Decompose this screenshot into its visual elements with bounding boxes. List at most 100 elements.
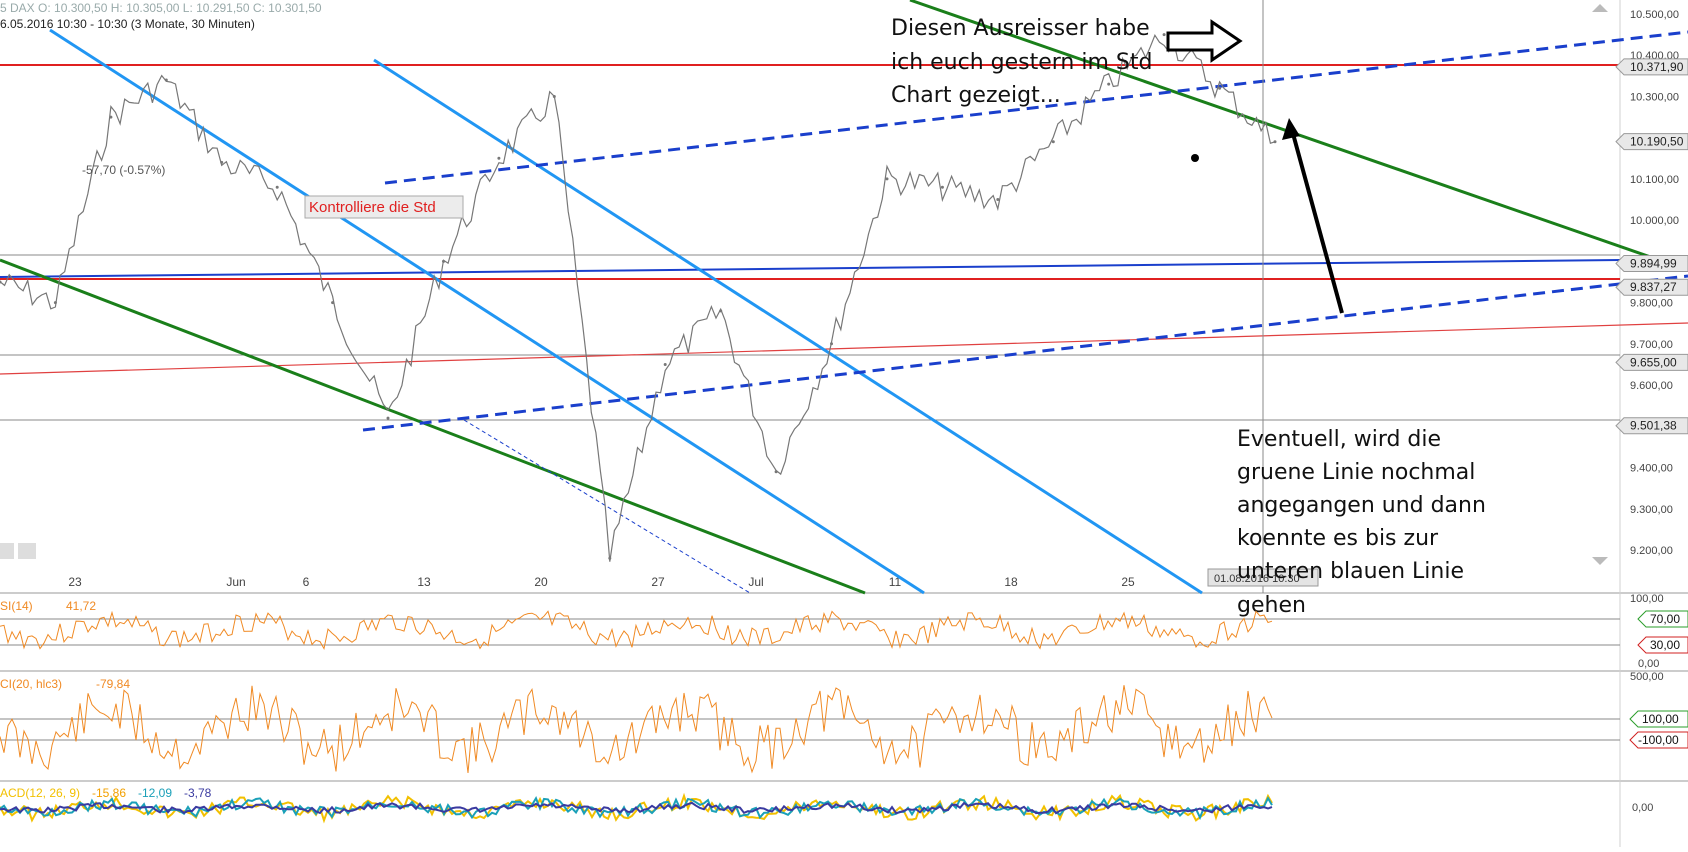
price-point: [275, 185, 279, 189]
outline-arrow-icon: [1166, 19, 1243, 63]
panel-menu-icon[interactable]: [18, 543, 36, 559]
cci-line: [0, 685, 1273, 774]
macd-value: -12,09: [138, 786, 172, 800]
macd-value: -3,78: [184, 786, 212, 800]
macd-histogram: [0, 801, 1273, 815]
dot-marker: [1191, 154, 1199, 162]
x-tick-label: 20: [534, 575, 548, 589]
macd-panel[interactable]: ACD(12, 26, 9) -15,86 -12,09 -3,78 0,00: [0, 786, 1653, 824]
cci-label: CI(20, hlc3): [0, 677, 62, 691]
annotation-line: gehen: [1237, 593, 1306, 618]
macd-line: [0, 792, 1273, 824]
level-tag-text: 9.501,38: [1630, 419, 1677, 433]
price-point: [386, 416, 390, 420]
cci-100-tag: [1629, 710, 1688, 728]
price-point: [331, 301, 335, 305]
price-point: [1162, 33, 1166, 37]
x-tick-label: 25: [1121, 575, 1135, 589]
macd-label: ACD(12, 26, 9): [0, 786, 80, 800]
x-tick-label: 27: [651, 575, 665, 589]
y-tick-label: 10.000,00: [1630, 215, 1679, 227]
price-point: [1051, 140, 1055, 144]
annotation-line: koennte es bis zur: [1237, 526, 1439, 551]
level-tag-text: 9.655,00: [1630, 355, 1677, 369]
cci-m100-text: -100,00: [1638, 733, 1679, 747]
cci-tick: 500,00: [1630, 671, 1664, 683]
main-panel[interactable]: [0, 0, 1620, 593]
trendlines: [0, 0, 1688, 595]
price-point: [996, 198, 1000, 201]
price-point: [608, 556, 612, 560]
rsi-30-tag: [1637, 636, 1688, 654]
x-tick-label: 13: [417, 575, 431, 589]
price-point: [663, 363, 667, 366]
annotation-line: gruene Linie nochmal: [1237, 460, 1475, 485]
rsi-value: 41,72: [66, 599, 96, 613]
price-point: [774, 470, 778, 474]
price-point: [442, 259, 445, 263]
level-tag: [1615, 58, 1688, 76]
level-tag: [1615, 133, 1688, 151]
level-labels: 10.371,90 10.190,50 9.894,99 9.837,27 9.655,…: [1615, 58, 1688, 435]
y-tick-label: 9.300,00: [1630, 504, 1673, 516]
rsi-panel[interactable]: SI(14) 41,72 100,00 0,00 70,00 30,00: [0, 593, 1688, 670]
level-tag-text: 10.371,90: [1630, 60, 1684, 74]
price-series-line: [0, 34, 1276, 562]
red-trendline: [0, 322, 1688, 375]
x-tick-label: 23: [68, 575, 82, 589]
price-point: [53, 301, 57, 305]
change-label: -57,70 (-0.57%): [82, 163, 165, 177]
panel-button-icon[interactable]: [0, 543, 14, 559]
rsi-label: SI(14): [0, 599, 33, 613]
level-tag: [1615, 254, 1688, 272]
kontrolliere-box: [304, 195, 464, 219]
level-tag: [1615, 353, 1688, 371]
x-tick-label: 6: [303, 575, 310, 589]
x-tick-label: Jul: [748, 575, 763, 589]
y-tick-label: 9.800,00: [1630, 298, 1673, 310]
price-point: [0, 280, 2, 284]
y-tick-label: 10.500,00: [1630, 9, 1679, 21]
blue-support-line: [0, 259, 1621, 278]
crosshair-date-text: 01.08.2016 10:30: [1214, 573, 1300, 585]
scroll-up-icon[interactable]: [1592, 4, 1608, 12]
rsi-30-text: 30,00: [1650, 638, 1680, 652]
cci-100-text: 100,00: [1642, 712, 1679, 726]
dashed-channel-upper: [384, 30, 1688, 185]
scroll-down-icon[interactable]: [1592, 557, 1608, 565]
price-point: [830, 342, 833, 346]
arrow-head-icon: [1282, 118, 1300, 140]
price-point: [220, 160, 224, 164]
level-tag-text: 9.894,99: [1630, 256, 1677, 270]
rsi-70-tag: [1637, 610, 1688, 628]
green-trendline-lower: [0, 258, 866, 595]
x-tick-label: 18: [1004, 575, 1018, 589]
y-tick-label: 10.100,00: [1630, 174, 1679, 186]
annotation-line: unteren blauen Linie: [1237, 559, 1464, 584]
level-tag: [1615, 278, 1688, 296]
x-tick-label: Jun: [226, 575, 245, 589]
rsi-tick: 0,00: [1638, 658, 1659, 670]
level-tag-text: 9.837,27: [1630, 280, 1677, 294]
price-point: [940, 185, 944, 189]
level-tag-text: 10.190,50: [1630, 135, 1684, 149]
y-tick-label: 9.400,00: [1630, 463, 1673, 475]
price-point: [164, 78, 168, 82]
kontrolliere-text: Kontrolliere die Std: [309, 199, 436, 216]
price-point: [552, 95, 556, 98]
rsi-70-text: 70,00: [1650, 612, 1680, 626]
price-point: [1273, 140, 1277, 144]
macd-tick: 0,00: [1632, 802, 1653, 814]
cci-panel[interactable]: CI(20, hlc3) -79,84 500,00 100,00 -100,0…: [0, 671, 1688, 774]
crosshair-date-tag: [1207, 568, 1319, 587]
macd-value: -15,86: [92, 786, 126, 800]
rsi-tick: 100,00: [1630, 593, 1664, 605]
rsi-line: [0, 610, 1273, 650]
cci-value: -79,84: [96, 677, 130, 691]
price-point: [109, 115, 113, 119]
annotation-line: angegangen und dann: [1237, 493, 1486, 518]
level-tag: [1615, 417, 1688, 435]
y-tick-label: 10.300,00: [1630, 91, 1679, 103]
